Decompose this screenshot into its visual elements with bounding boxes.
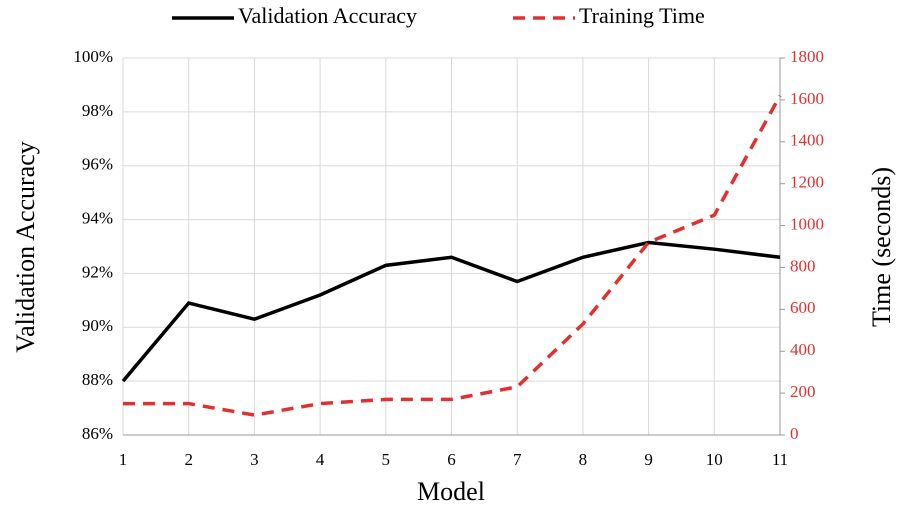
x-tick-label: 3 [250, 450, 259, 469]
x-tick-label: 1 [119, 450, 128, 469]
y2-tick-label: 200 [790, 382, 816, 401]
y-axis-label: Validation Accuracy [11, 141, 40, 353]
y2-tick-label: 1000 [790, 214, 824, 233]
y2-tick-label: 1600 [790, 89, 824, 108]
y-tick-label: 94% [82, 208, 113, 227]
y2-tick-label: 0 [790, 424, 799, 443]
data-line [121, 240, 781, 383]
legend-label: Validation Accuracy [238, 3, 417, 28]
y2-tick-label: 1400 [790, 131, 824, 150]
legend-label: Training Time [579, 3, 705, 28]
x-tick-label: 10 [706, 450, 723, 469]
y-tick-label: 86% [82, 424, 113, 443]
y2-tick-label: 600 [790, 298, 816, 317]
y-tick-label: 90% [82, 316, 113, 335]
y-tick-label: 88% [82, 370, 113, 389]
x-tick-label: 7 [513, 450, 522, 469]
x-tick-label: 4 [316, 450, 325, 469]
y2-tick-label: 800 [790, 256, 816, 275]
x-tick-label: 9 [644, 450, 653, 469]
x-tick-label: 5 [382, 450, 391, 469]
y2-axis-label: Time (seconds) [867, 167, 896, 327]
y-tick-label: 100% [73, 47, 113, 66]
y2-tick-label: 1200 [790, 173, 824, 192]
y-tick-label: 98% [82, 101, 113, 120]
x-tick-label: 11 [772, 450, 788, 469]
data-line [123, 94, 782, 417]
x-tick-label: 6 [447, 450, 456, 469]
x-tick-label: 8 [579, 450, 588, 469]
y2-tick-label: 1800 [790, 47, 824, 66]
y2-tick-label: 400 [790, 340, 816, 359]
y-tick-label: 92% [82, 262, 113, 281]
x-tick-label: 2 [184, 450, 193, 469]
x-axis-label: Model [417, 477, 485, 506]
y-tick-label: 96% [82, 155, 113, 174]
